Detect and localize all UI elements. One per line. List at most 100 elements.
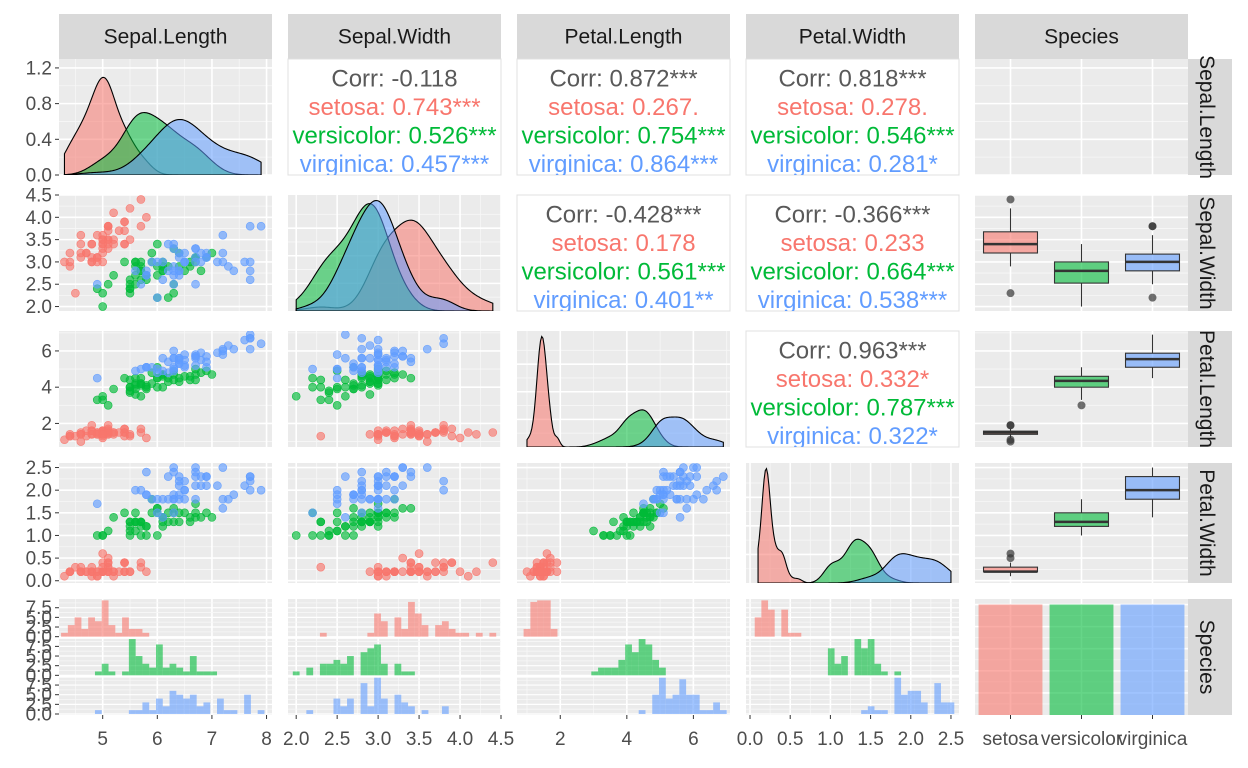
panel-0-3: Corr: 0.818***setosa: 0.278.versicolor: …: [745, 58, 960, 178]
histogram-bar-virginica: [441, 706, 449, 714]
point-versicolor: [324, 388, 334, 397]
corr-virginica: virginica: 0.281*: [767, 151, 938, 178]
panel-marks: [757, 467, 952, 583]
outlier: [1148, 293, 1157, 302]
point-virginica: [382, 362, 391, 372]
column-strip-label: Sepal.Length: [104, 26, 228, 49]
point-versicolor: [398, 503, 407, 513]
point-versicolor: [308, 531, 317, 540]
y-tick-label: 6: [41, 341, 52, 362]
point-setosa: [463, 428, 473, 437]
panel-marks: [60, 331, 266, 446]
y-tick-label: 2.5: [26, 618, 52, 639]
histogram-bar-versicolor: [598, 667, 605, 676]
point-virginica: [202, 362, 211, 372]
corr-virginica: virginica: 0.457***: [300, 151, 489, 178]
point-versicolor: [153, 531, 162, 540]
x-tick-label: 2: [555, 729, 566, 750]
panel-0-0: [59, 59, 272, 176]
point-virginica: [163, 472, 173, 481]
point-virginica: [191, 279, 200, 289]
point-virginica: [365, 494, 375, 504]
point-setosa: [125, 431, 135, 441]
point-setosa: [125, 204, 135, 213]
corr-panel-background: [745, 194, 960, 312]
panel-marks: [754, 600, 955, 714]
point-versicolor: [382, 508, 391, 518]
y-tick-label: 0.0: [26, 166, 52, 187]
histogram-bar-versicolor: [183, 671, 190, 676]
point-versicolor: [291, 391, 301, 401]
corr-versicolor: versicolor: 0.546***: [750, 123, 954, 150]
point-setosa: [98, 244, 107, 253]
histogram-bar-setosa: [455, 632, 463, 637]
column-strip: [288, 14, 501, 59]
corr-setosa: setosa: 0.743***: [308, 94, 480, 121]
point-setosa: [114, 226, 124, 235]
point-versicolor: [645, 522, 655, 531]
point-setosa: [422, 430, 432, 439]
histogram-bar-virginica: [155, 698, 163, 714]
histogram-bar-setosa: [523, 628, 531, 637]
panel-marks: [291, 331, 498, 446]
point-setosa: [136, 221, 146, 231]
panel-marks: [982, 334, 1181, 446]
point-virginica: [191, 481, 200, 490]
point-virginica: [373, 344, 383, 354]
point-versicolor: [185, 375, 195, 385]
histogram-bar-virginica: [94, 710, 102, 714]
point-virginica: [332, 364, 342, 374]
histogram-bar-setosa: [530, 601, 538, 637]
y-tick-label: 1.2: [26, 58, 52, 79]
y-tick-label: 7.5: [26, 637, 52, 658]
x-tick-label: 4: [622, 729, 633, 750]
point-setosa: [76, 248, 86, 258]
point-versicolor: [120, 508, 129, 518]
point-versicolor: [349, 379, 358, 388]
axis-labels: 0.00.40.81.22.02.53.03.54.04.52460.00.51…: [26, 58, 1188, 750]
box: [1053, 261, 1110, 284]
point-virginica: [349, 490, 358, 499]
x-tick-label: 8: [261, 729, 272, 750]
histogram-bar-virginica: [713, 702, 720, 714]
point-virginica: [422, 344, 432, 354]
point-versicolor: [373, 513, 383, 522]
y-tick-label: 4: [41, 378, 52, 399]
column-strip: [517, 14, 730, 59]
point-setosa: [398, 567, 407, 576]
point-setosa: [552, 558, 562, 567]
histogram-bar-virginica: [162, 706, 170, 714]
point-versicolor: [316, 395, 326, 405]
histogram-bar-versicolor: [604, 667, 612, 676]
histogram-bar-versicolor: [380, 663, 388, 676]
histogram-bar-versicolor: [196, 671, 204, 676]
histogram-bar-versicolor: [645, 644, 653, 676]
x-tick-label: 5: [97, 729, 108, 750]
histogram-bar-virginica: [719, 710, 727, 714]
histogram-bar-virginica: [394, 694, 402, 714]
point-virginica: [357, 353, 367, 363]
point-virginica: [169, 364, 178, 374]
point-virginica: [308, 508, 317, 518]
panel-2-4: [975, 331, 1188, 447]
histogram-bar-virginica: [217, 698, 224, 714]
panel-2-0: [59, 331, 272, 447]
point-versicolor: [365, 390, 375, 399]
histogram-bar-virginica: [867, 706, 875, 714]
histogram-bar-virginica: [230, 710, 238, 714]
y-tick-label: 5.0: [26, 647, 52, 668]
point-virginica: [158, 513, 168, 522]
row-strip: [1188, 331, 1232, 447]
point-versicolor: [332, 382, 342, 392]
point-setosa: [65, 257, 75, 267]
histogram-bar-setosa: [374, 613, 381, 637]
point-setosa: [406, 567, 416, 576]
histogram-bar-versicolor: [827, 648, 835, 676]
point-virginica: [439, 339, 448, 348]
point-setosa: [431, 558, 440, 567]
point-setosa: [439, 567, 448, 576]
point-versicolor: [125, 531, 135, 540]
point-setosa: [125, 567, 135, 576]
y-tick-label: 0.0: [26, 705, 52, 726]
x-tick-label: virginica: [1118, 729, 1188, 750]
